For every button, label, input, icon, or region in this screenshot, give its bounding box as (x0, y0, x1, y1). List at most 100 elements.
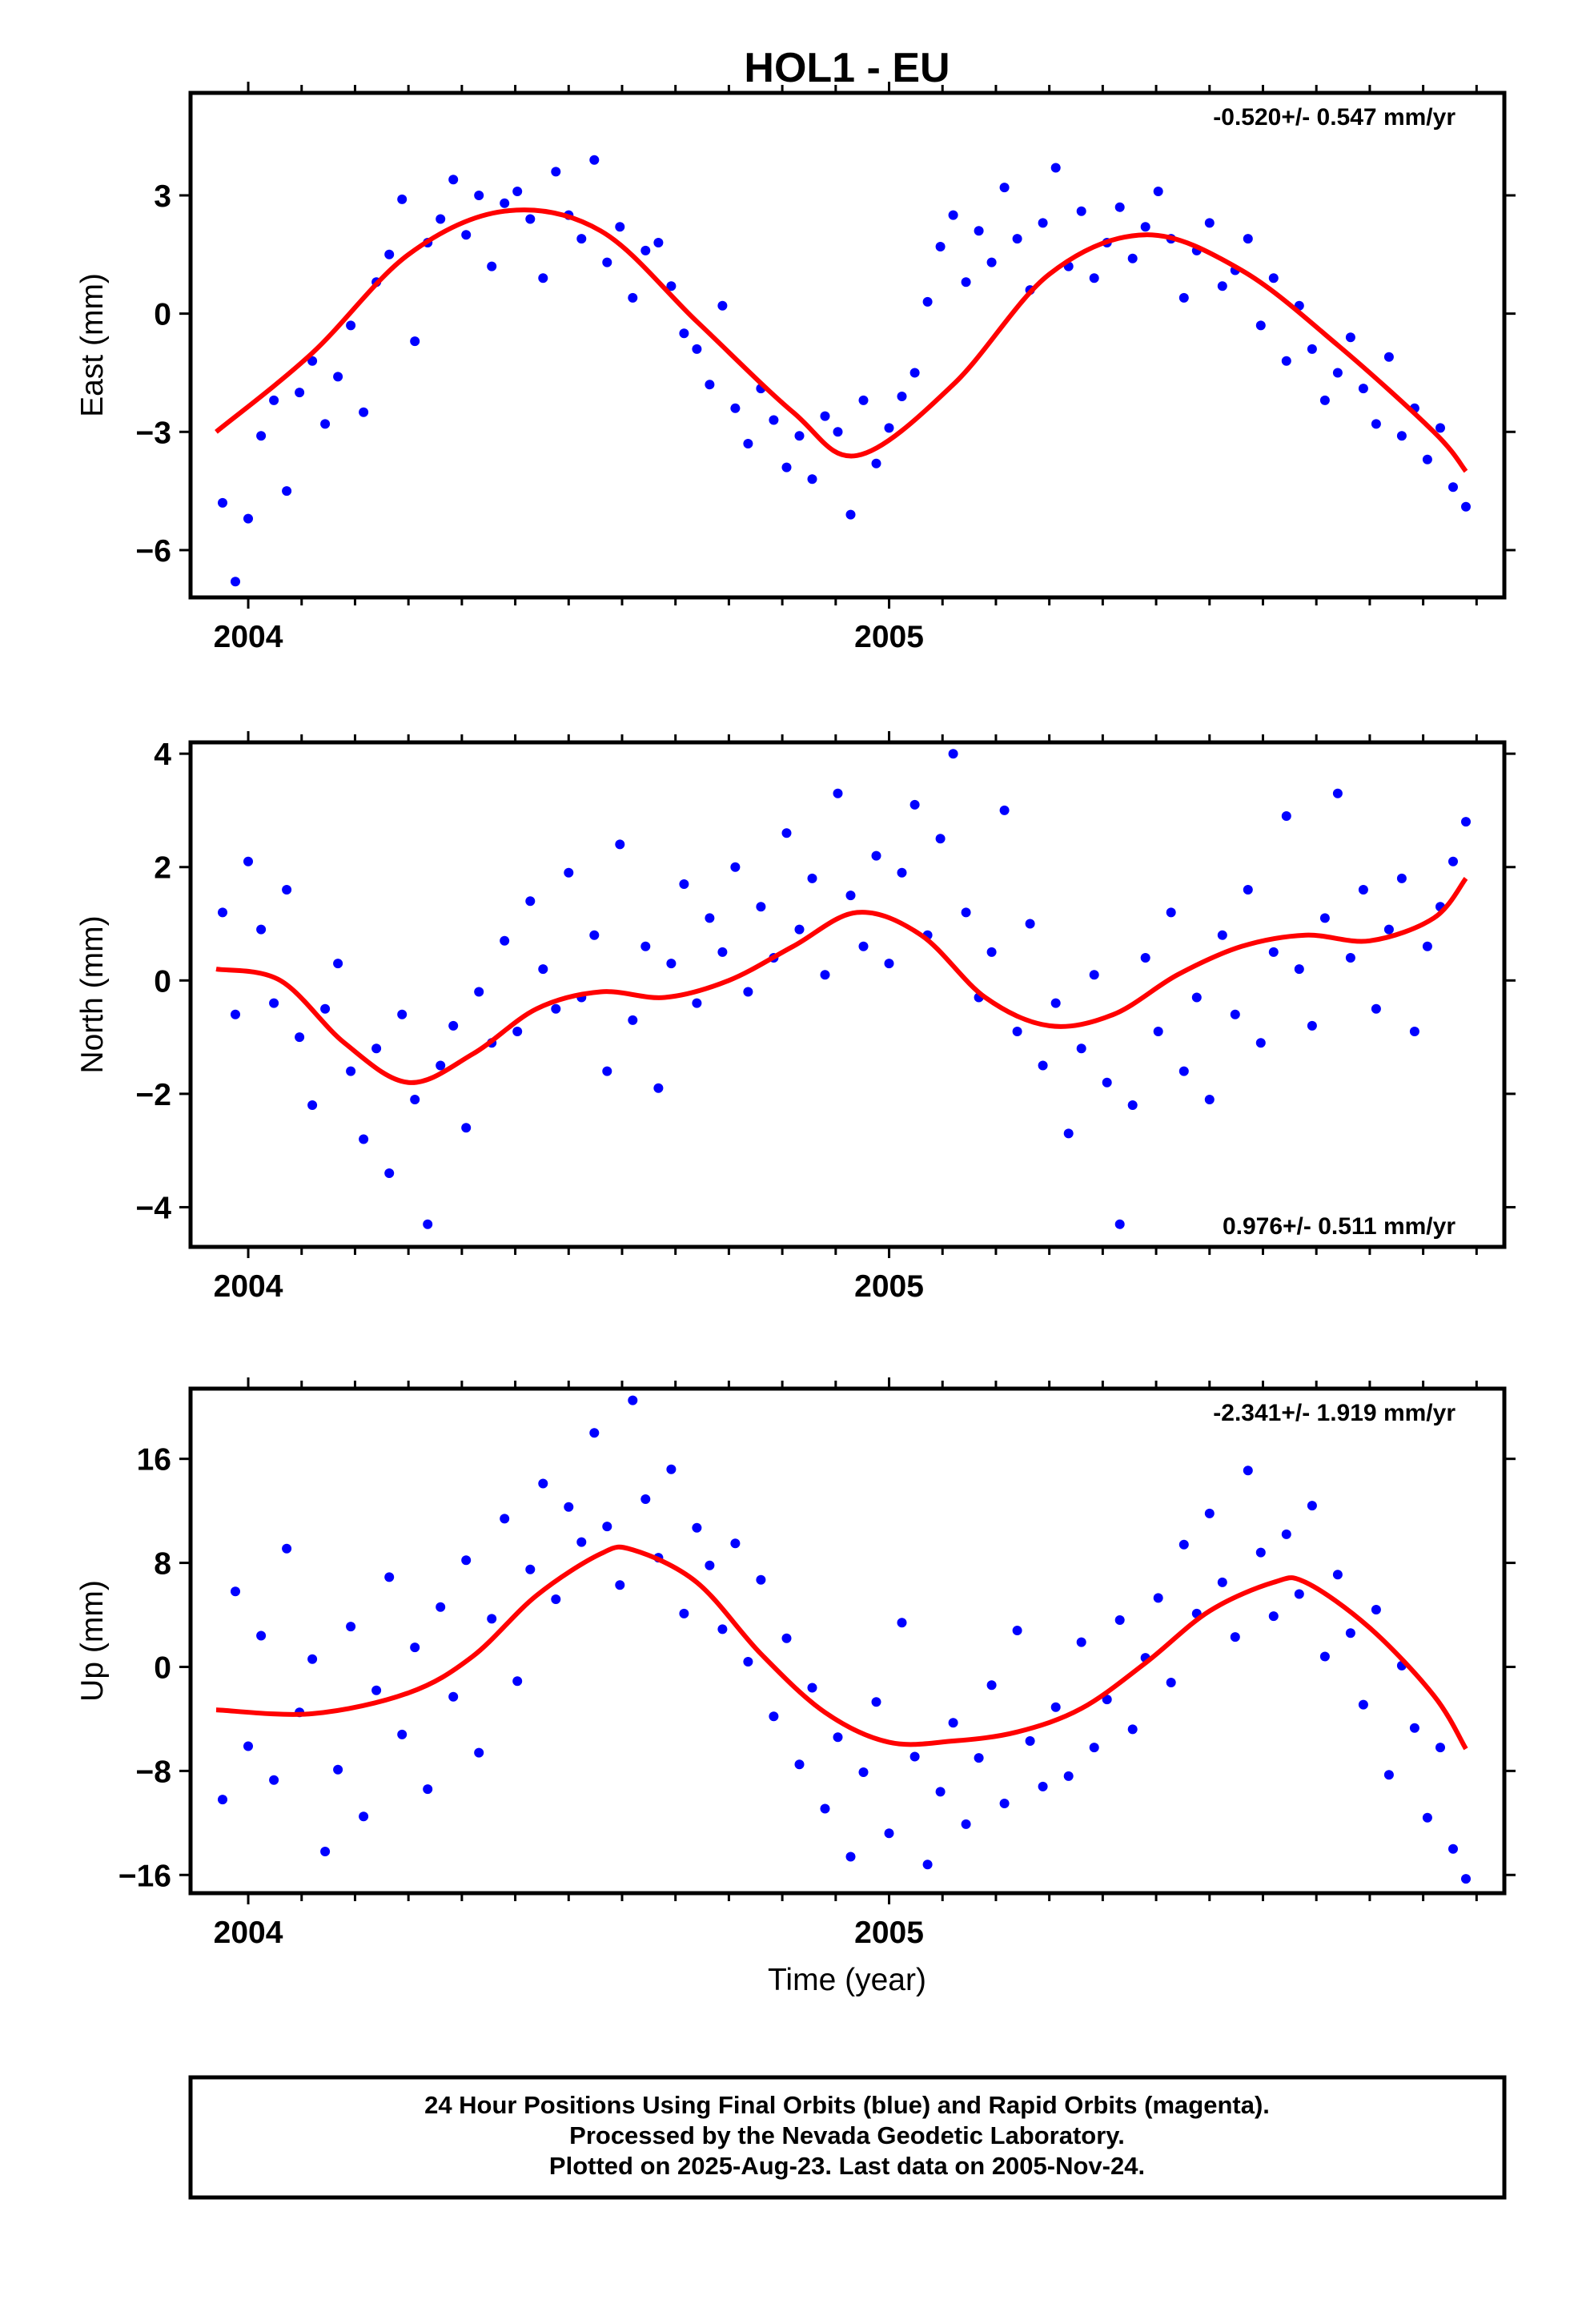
data-point (256, 431, 267, 441)
data-point (320, 1003, 331, 1014)
panel-east: 3 0 −3 −6 2004 2005 East (mm) -0.520+/- 0.547 m… (75, 82, 1516, 654)
data-point (1217, 281, 1227, 292)
rate-label-east: -0.520+/- 0.547 mm/yr (1213, 104, 1456, 131)
data-point (935, 242, 946, 251)
data-point (256, 924, 267, 935)
data-point (461, 230, 472, 240)
y-tick-label: −6 (136, 534, 171, 569)
y-tick-label: 4 (154, 738, 171, 772)
data-point (512, 1027, 523, 1036)
data-point (423, 1219, 433, 1229)
data-point (384, 1168, 395, 1178)
x-tick-label: 2004 (214, 1916, 283, 1950)
data-point (730, 1538, 741, 1549)
data-point (666, 1464, 677, 1474)
data-point (999, 805, 1010, 815)
footer-line-3: Plotted on 2025-Aug-23. Last data on 200… (549, 2152, 1145, 2180)
data-point (820, 970, 830, 980)
data-point (1178, 1539, 1189, 1550)
data-point (1140, 222, 1150, 232)
data-point (474, 987, 484, 997)
data-point (884, 423, 894, 433)
data-point (999, 183, 1010, 193)
data-point (1319, 1651, 1330, 1662)
data-point (717, 300, 728, 311)
data-point (218, 497, 227, 508)
data-point (346, 320, 356, 331)
data-point (1332, 788, 1343, 798)
data-point (282, 486, 292, 497)
data-point (769, 1711, 779, 1722)
data-point (1050, 998, 1061, 1008)
data-point (1448, 1844, 1458, 1854)
data-point (1153, 187, 1163, 196)
y-tick-label: −8 (136, 1755, 171, 1789)
data-point (756, 902, 766, 912)
data-point (756, 1574, 766, 1585)
data-point (1307, 1501, 1317, 1511)
data-point (410, 1095, 420, 1104)
data-point (1050, 163, 1061, 173)
data-point (807, 873, 817, 883)
data-point (525, 1564, 536, 1574)
data-point (781, 828, 792, 838)
data-point (1422, 454, 1432, 464)
data-point (589, 155, 600, 165)
data-point (743, 987, 753, 997)
data-point (1063, 1128, 1074, 1139)
data-point (602, 1066, 612, 1076)
data-point (1127, 1100, 1138, 1110)
data-point (320, 419, 331, 429)
data-point (845, 1852, 856, 1862)
data-point (1319, 913, 1330, 923)
fit-curve-north (215, 877, 1468, 1085)
data-point (397, 1009, 408, 1019)
data-point (884, 959, 894, 969)
x-tick-label: 2004 (214, 1269, 283, 1304)
data-point (679, 879, 689, 889)
data-point (858, 941, 869, 951)
data-point (448, 1691, 459, 1702)
y-tick-label: 0 (154, 964, 171, 999)
data-point (986, 257, 997, 267)
points-east (218, 155, 1471, 587)
data-point (436, 1060, 446, 1071)
data-point (1409, 1027, 1419, 1036)
data-point (384, 1572, 395, 1582)
data-point (628, 292, 638, 303)
data-point (961, 277, 971, 287)
data-point (231, 1586, 240, 1597)
data-point (679, 1608, 689, 1618)
data-point (1089, 1743, 1099, 1753)
data-point (743, 1657, 753, 1667)
data-point (1319, 395, 1330, 405)
data-point (986, 947, 997, 957)
data-point (974, 226, 984, 236)
data-point (666, 281, 677, 292)
data-point (359, 1811, 369, 1822)
data-point (1396, 431, 1407, 441)
data-point (1396, 873, 1407, 883)
data-point (1038, 1781, 1048, 1791)
footer-frame (188, 2075, 1507, 2200)
data-point (243, 513, 253, 524)
data-point (1358, 885, 1368, 895)
data-point (436, 1602, 446, 1612)
data-point (1204, 1508, 1215, 1518)
data-point (461, 1555, 472, 1566)
data-point (500, 1514, 510, 1524)
data-point (448, 1020, 459, 1031)
data-point (1025, 1736, 1035, 1746)
y-tick-label: 2 (154, 851, 171, 886)
data-point (1255, 1547, 1266, 1558)
data-point (1435, 423, 1445, 433)
data-point (653, 1083, 664, 1093)
data-point (961, 907, 971, 918)
data-point (1383, 1770, 1394, 1780)
data-point (653, 238, 664, 247)
data-point (986, 1680, 997, 1691)
data-point (512, 1676, 523, 1687)
data-point (564, 1502, 574, 1512)
data-point (282, 885, 292, 895)
data-point (1166, 907, 1176, 918)
